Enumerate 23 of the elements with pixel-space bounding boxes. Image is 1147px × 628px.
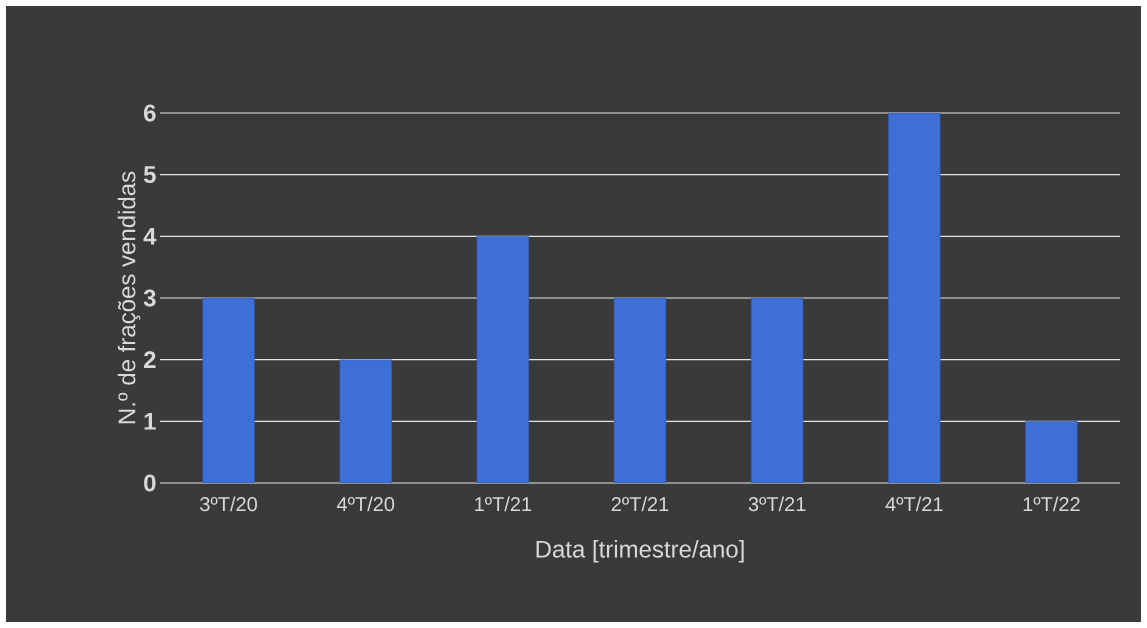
x-tick-label: 1ºT/22 <box>1023 496 1080 512</box>
x-tick-label: 4ºT/20 <box>336 496 395 512</box>
y-tick-label: 2 <box>143 351 156 369</box>
x-tick-label: 1ºT/21 <box>475 496 532 512</box>
y-tick-label: 6 <box>144 104 156 122</box>
x-tick-label: 2ºT/21 <box>611 496 669 512</box>
y-tick-label: 3 <box>143 289 156 307</box>
bar <box>476 236 530 483</box>
y-tick-label: 0 <box>144 474 156 492</box>
x-tick-label: 3ºT/21 <box>748 496 806 512</box>
bar <box>888 113 941 483</box>
bar <box>1025 421 1078 483</box>
x-axis-title: Data [trimestre/ano] <box>536 540 744 563</box>
y-tick-label: 1 <box>144 413 156 430</box>
y-tick-label: 5 <box>143 166 156 184</box>
bar <box>339 359 392 483</box>
y-tick-label: 4 <box>143 228 157 245</box>
bar <box>613 297 667 483</box>
bar <box>750 297 804 483</box>
x-tick-label: 3ºT/20 <box>200 496 258 512</box>
bar <box>202 297 255 483</box>
y-axis-title: N.º de frações vendidas <box>117 171 141 424</box>
x-tick-label: 4ºT/21 <box>885 496 943 512</box>
